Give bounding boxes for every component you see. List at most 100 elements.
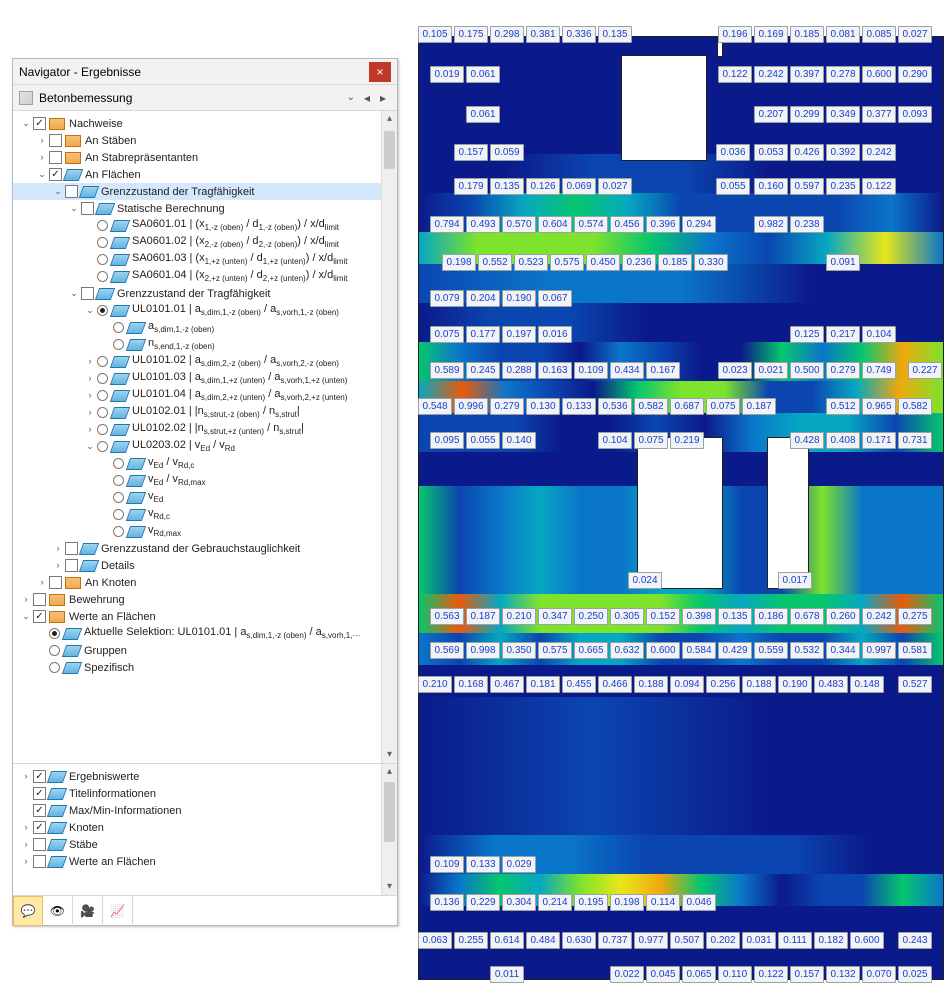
value-tag[interactable]: 0.597 bbox=[790, 178, 824, 195]
disclosure-icon[interactable] bbox=[83, 440, 97, 454]
value-tag[interactable]: 0.242 bbox=[754, 66, 788, 83]
value-tag[interactable]: 0.527 bbox=[898, 676, 932, 693]
radio[interactable] bbox=[97, 390, 108, 401]
display-tree-row[interactable]: Stäbe bbox=[13, 836, 397, 853]
radio[interactable] bbox=[97, 356, 108, 367]
value-tag[interactable]: 0.278 bbox=[826, 66, 860, 83]
value-tag[interactable]: 0.965 bbox=[862, 398, 896, 415]
value-tag[interactable]: 0.548 bbox=[418, 398, 452, 415]
value-tag[interactable]: 0.305 bbox=[610, 608, 644, 625]
section-bar[interactable]: Betonbemessung ⌄ ◂ ▸ bbox=[13, 85, 397, 111]
disclosure-icon[interactable] bbox=[51, 559, 65, 573]
checkbox[interactable] bbox=[65, 542, 78, 555]
value-tag[interactable]: 0.581 bbox=[898, 642, 932, 659]
value-tag[interactable]: 0.467 bbox=[490, 676, 524, 693]
checkbox[interactable] bbox=[49, 576, 62, 589]
checkbox[interactable] bbox=[81, 287, 94, 300]
value-tag[interactable]: 0.185 bbox=[790, 26, 824, 43]
tree-row[interactable]: UL0102.01 | |ns,strut,-z (oben) / ns,str… bbox=[13, 404, 395, 421]
value-tag[interactable]: 0.428 bbox=[790, 432, 824, 449]
value-tag[interactable]: 0.061 bbox=[466, 106, 500, 123]
value-tag[interactable]: 0.455 bbox=[562, 676, 596, 693]
results-tree[interactable]: ▴ ▾ NachweiseAn StäbenAn Stabrepräsentan… bbox=[13, 111, 397, 763]
value-tag[interactable]: 0.600 bbox=[850, 932, 884, 949]
value-tag[interactable]: 0.507 bbox=[670, 932, 704, 949]
value-tag[interactable]: 0.559 bbox=[754, 642, 788, 659]
value-tag[interactable]: 0.344 bbox=[826, 642, 860, 659]
value-tag[interactable]: 0.217 bbox=[826, 326, 860, 343]
value-tag[interactable]: 0.027 bbox=[598, 178, 632, 195]
next-section-btn[interactable]: ▸ bbox=[375, 91, 391, 105]
value-tag[interactable]: 0.298 bbox=[490, 26, 524, 43]
value-tag[interactable]: 0.067 bbox=[538, 290, 572, 307]
tree-row[interactable]: SA0601.03 | (x1,+z (unten) / d1,+z (unte… bbox=[13, 251, 395, 268]
checkbox[interactable] bbox=[81, 202, 94, 215]
value-tag[interactable]: 0.347 bbox=[538, 608, 572, 625]
radio[interactable] bbox=[97, 254, 108, 265]
checkbox[interactable] bbox=[33, 787, 46, 800]
value-tag[interactable]: 0.243 bbox=[898, 932, 932, 949]
value-tag[interactable]: 0.114 bbox=[646, 894, 680, 911]
value-tag[interactable]: 0.408 bbox=[826, 432, 860, 449]
disclosure-icon[interactable] bbox=[83, 389, 97, 403]
radio[interactable] bbox=[113, 509, 124, 520]
value-tag[interactable]: 0.279 bbox=[826, 362, 860, 379]
value-tag[interactable]: 0.235 bbox=[826, 178, 860, 195]
close-icon[interactable]: × bbox=[369, 62, 391, 82]
value-tag[interactable]: 0.133 bbox=[466, 856, 500, 873]
prev-section-btn[interactable]: ◂ bbox=[359, 91, 375, 105]
value-tag[interactable]: 0.210 bbox=[502, 608, 536, 625]
value-tag[interactable]: 0.396 bbox=[646, 216, 680, 233]
value-tag[interactable]: 0.017 bbox=[778, 572, 812, 589]
checkbox[interactable] bbox=[33, 593, 46, 606]
value-tag[interactable]: 0.105 bbox=[418, 26, 452, 43]
radio[interactable] bbox=[113, 458, 124, 469]
result-heatmap-view[interactable]: 0.1050.1750.2980.3810.3360.1350.1960.169… bbox=[418, 18, 944, 978]
value-tag[interactable]: 0.140 bbox=[502, 432, 536, 449]
value-tag[interactable]: 0.563 bbox=[430, 608, 464, 625]
value-tag[interactable]: 0.998 bbox=[466, 642, 500, 659]
scroll-up-icon[interactable]: ▴ bbox=[382, 111, 397, 127]
checkbox[interactable] bbox=[33, 838, 46, 851]
tree-row[interactable]: An Knoten bbox=[13, 574, 395, 591]
radio[interactable] bbox=[97, 373, 108, 384]
value-tag[interactable]: 0.198 bbox=[442, 254, 476, 271]
tree-row[interactable]: UL0101.01 | as,dim,1,-z (oben) / as,vorh… bbox=[13, 302, 395, 319]
value-tag[interactable]: 0.456 bbox=[610, 216, 644, 233]
value-tag[interactable]: 0.011 bbox=[490, 966, 524, 983]
value-tag[interactable]: 0.095 bbox=[430, 432, 464, 449]
value-tag[interactable]: 0.063 bbox=[418, 932, 452, 949]
value-tag[interactable]: 0.190 bbox=[502, 290, 536, 307]
value-tag[interactable]: 0.238 bbox=[790, 216, 824, 233]
value-tag[interactable]: 0.094 bbox=[670, 676, 704, 693]
tree-row[interactable]: SA0601.01 | (x1,-z (oben) / d1,-z (oben)… bbox=[13, 217, 395, 234]
tree-row[interactable]: Statische Berechnung bbox=[13, 200, 395, 217]
value-tag[interactable]: 0.582 bbox=[898, 398, 932, 415]
value-tag[interactable]: 0.574 bbox=[574, 216, 608, 233]
value-tag[interactable]: 0.135 bbox=[598, 26, 632, 43]
value-tag[interactable]: 0.070 bbox=[862, 966, 896, 983]
value-tag[interactable]: 0.029 bbox=[502, 856, 536, 873]
value-tag[interactable]: 0.794 bbox=[430, 216, 464, 233]
value-tag[interactable]: 0.450 bbox=[586, 254, 620, 271]
checkbox[interactable] bbox=[33, 804, 46, 817]
display-tree-row[interactable]: Knoten bbox=[13, 819, 397, 836]
scroll-up-icon[interactable]: ▴ bbox=[382, 764, 397, 780]
value-tag[interactable]: 0.350 bbox=[502, 642, 536, 659]
disclosure-icon[interactable] bbox=[19, 855, 33, 869]
radio[interactable] bbox=[97, 407, 108, 418]
tree-row[interactable]: vEd / vRd,c bbox=[13, 455, 395, 472]
value-tag[interactable]: 0.484 bbox=[526, 932, 560, 949]
value-tag[interactable]: 0.219 bbox=[670, 432, 704, 449]
radio[interactable] bbox=[113, 322, 124, 333]
value-tag[interactable]: 0.256 bbox=[706, 676, 740, 693]
visibility-btn[interactable]: 👁 bbox=[43, 896, 73, 926]
scroll-thumb[interactable] bbox=[384, 131, 395, 169]
value-tag[interactable]: 0.582 bbox=[634, 398, 668, 415]
radio[interactable] bbox=[97, 305, 108, 316]
value-tag[interactable]: 0.169 bbox=[754, 26, 788, 43]
value-tag[interactable]: 0.381 bbox=[526, 26, 560, 43]
value-tag[interactable]: 0.398 bbox=[682, 608, 716, 625]
value-tag[interactable]: 0.046 bbox=[682, 894, 716, 911]
value-tag[interactable]: 0.163 bbox=[538, 362, 572, 379]
